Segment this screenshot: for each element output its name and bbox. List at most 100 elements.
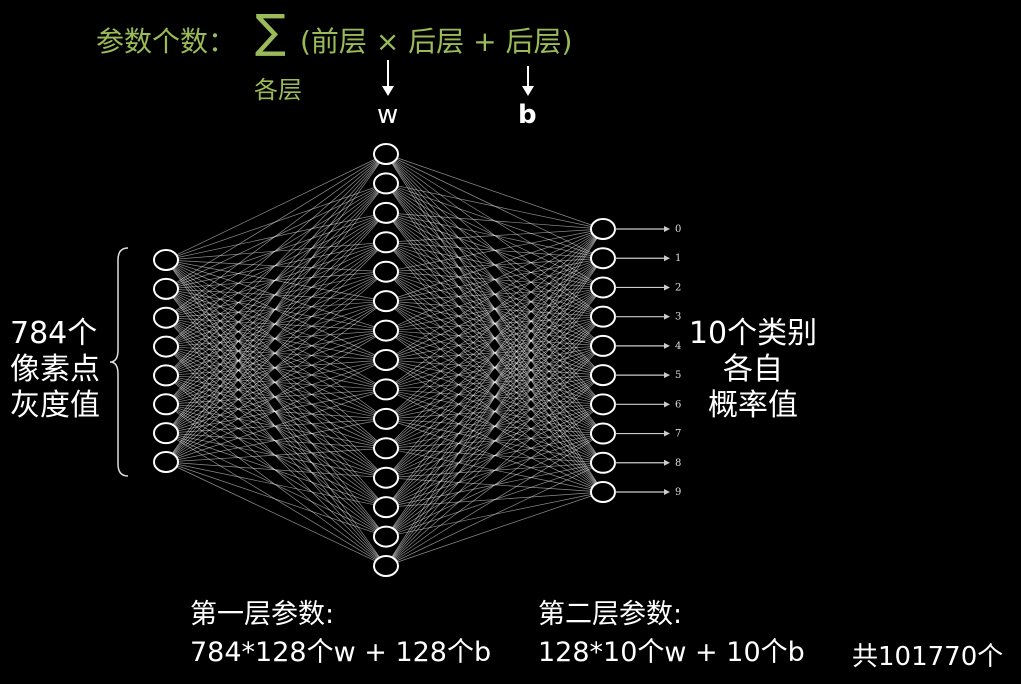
connection-line xyxy=(165,300,387,463)
connection-line xyxy=(385,462,604,567)
connection-line xyxy=(385,228,604,302)
connection-line xyxy=(385,228,604,390)
formula-label: 参数个数： xyxy=(96,25,237,58)
input-brace xyxy=(109,247,129,477)
input-node xyxy=(153,306,179,329)
connection-line xyxy=(165,183,387,463)
connection-line xyxy=(385,258,604,567)
hidden-node xyxy=(373,290,399,313)
input-node xyxy=(153,364,179,387)
hidden-node xyxy=(373,319,399,342)
connection-line xyxy=(165,461,387,567)
input-node xyxy=(153,451,179,473)
output-node xyxy=(590,276,616,299)
hidden-node xyxy=(373,201,399,224)
output-node xyxy=(590,218,616,240)
connection-line xyxy=(165,359,387,463)
input-node xyxy=(153,335,179,358)
output-arrow-head xyxy=(664,342,670,349)
output-node xyxy=(590,451,616,474)
input-line-2: 像素点 xyxy=(10,352,100,387)
connection-line xyxy=(165,242,387,463)
connection-line xyxy=(385,404,604,567)
output-arrow-head xyxy=(664,255,670,262)
input-node xyxy=(153,422,179,445)
connection-line xyxy=(385,228,604,420)
input-node xyxy=(153,277,179,300)
connection-line xyxy=(385,228,604,537)
sigma-symbol: ∑ xyxy=(255,4,286,58)
connection-line xyxy=(165,461,387,537)
output-arrow-head xyxy=(664,284,670,291)
connection-line xyxy=(385,228,604,243)
output-class-label: 0 xyxy=(675,224,681,235)
connection-line xyxy=(385,345,604,567)
output-class-label: 9 xyxy=(675,487,681,498)
output-node xyxy=(590,481,616,503)
layer2-detail: 128*10个w + 10个b xyxy=(538,637,805,668)
output-class-label: 8 xyxy=(675,458,681,469)
connection-line xyxy=(165,212,387,463)
input-line-3: 灰度值 xyxy=(10,388,100,423)
layer2-title: 第二层参数: xyxy=(538,599,683,630)
network-connections xyxy=(165,153,604,567)
b-label: b xyxy=(518,100,537,130)
connection-line xyxy=(385,228,604,478)
connection-line xyxy=(165,271,387,463)
output-class-label: 7 xyxy=(675,429,681,440)
hidden-node xyxy=(373,172,399,195)
layer1-title: 第一层参数: xyxy=(190,599,335,630)
connection-line xyxy=(165,418,387,463)
output-node xyxy=(590,334,616,357)
output-arrow-head xyxy=(664,313,670,320)
connection-line xyxy=(385,228,604,273)
connection-line xyxy=(165,153,387,463)
output-node xyxy=(590,422,616,445)
output-node xyxy=(590,393,616,416)
sigma-subscript: 各层 xyxy=(254,76,302,104)
output-class-label: 1 xyxy=(675,253,681,264)
connection-line xyxy=(385,228,604,508)
connection-line xyxy=(165,389,387,463)
output-line-2: 各自 xyxy=(723,352,783,387)
connection-line xyxy=(385,491,604,567)
output-description: 10个类别 各自 概率值 xyxy=(688,316,818,424)
connection-line xyxy=(385,228,604,361)
output-node xyxy=(590,364,616,387)
input-line-1: 784个 xyxy=(10,316,98,351)
connection-line xyxy=(385,374,604,567)
output-arrow-head xyxy=(664,372,670,379)
connection-line xyxy=(385,316,604,567)
connection-line xyxy=(165,153,387,261)
input-description: 784个 像素点 灰度值 xyxy=(10,316,100,424)
connection-line xyxy=(385,287,604,567)
output-line-3: 概率值 xyxy=(708,388,798,423)
network-nodes xyxy=(153,143,616,577)
output-class-label: 6 xyxy=(675,399,681,410)
connection-line xyxy=(385,228,604,449)
connection-line xyxy=(165,153,387,347)
output-arrow-head xyxy=(664,401,670,408)
hidden-node xyxy=(373,555,399,577)
connection-line xyxy=(165,153,387,376)
input-node xyxy=(153,249,179,271)
output-node xyxy=(590,247,616,270)
connection-line xyxy=(165,330,387,463)
layer1-params: 第一层参数: 784*128个w + 128个b xyxy=(190,596,491,672)
output-class-label: 3 xyxy=(675,312,681,323)
input-node xyxy=(153,393,179,416)
connection-line xyxy=(385,153,604,230)
output-arrows: 0 1 2 3 4 5 6 7 8 9 xyxy=(615,224,681,498)
output-arrow-head xyxy=(664,459,670,466)
w-label: w xyxy=(377,100,399,130)
hidden-node xyxy=(373,496,399,519)
formula-arrows xyxy=(382,60,534,96)
layer2-params: 第二层参数: 128*10个w + 10个b xyxy=(538,596,805,672)
output-class-label: 2 xyxy=(675,282,681,293)
formula-body: (前层 × 后层 + 后层) xyxy=(300,25,573,58)
connection-line xyxy=(385,433,604,567)
connection-line xyxy=(385,212,604,230)
hidden-node xyxy=(373,378,399,401)
output-arrow-head xyxy=(664,430,670,437)
